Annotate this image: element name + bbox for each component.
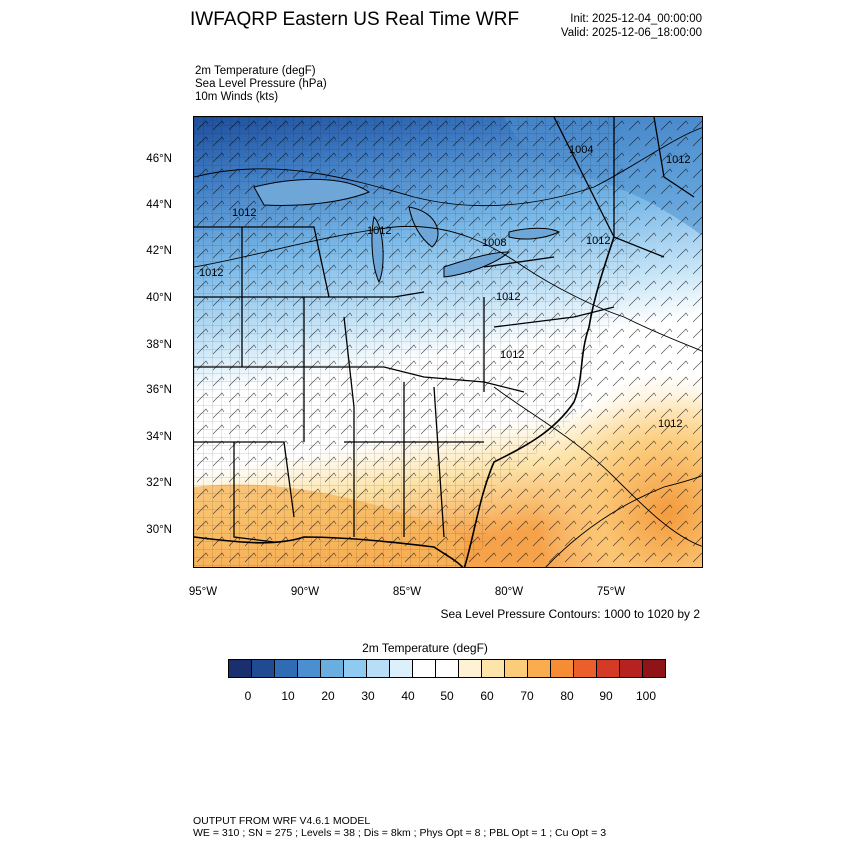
colorbar-segment [436, 660, 459, 677]
pressure-label: 1012 [199, 267, 223, 279]
colorbar-segment [505, 660, 528, 677]
init-time: Init: 2025-12-04_00:00:00 [570, 13, 702, 25]
field-winds: 10m Winds (kts) [195, 91, 279, 103]
colorbar-segment [528, 660, 551, 677]
colorbar-segment [252, 660, 275, 677]
colorbar-segment [459, 660, 482, 677]
colorbar [228, 659, 666, 678]
colorbar-segment [229, 660, 252, 677]
colorbar-segment [298, 660, 321, 677]
colorbar-label: 50 [440, 689, 454, 703]
colorbar-label: 70 [520, 689, 534, 703]
model-config: WE = 310 ; SN = 275 ; Levels = 38 ; Dis … [193, 827, 607, 839]
lat-label: 46°N [146, 153, 172, 165]
pressure-label: 1012 [658, 418, 682, 430]
colorbar-segment [643, 660, 665, 677]
contour-note: Sea Level Pressure Contours: 1000 to 102… [440, 607, 701, 621]
pressure-label: 1004 [569, 144, 593, 156]
pressure-label: 1012 [496, 291, 520, 303]
lon-label: 80°W [494, 586, 524, 598]
lake-superior [253, 178, 371, 206]
pressure-contours [194, 127, 702, 567]
gulf-coastline [194, 536, 464, 567]
colorbar-label: 60 [480, 689, 494, 703]
pressure-label: 1012 [666, 154, 690, 166]
colorbar-segment [551, 660, 574, 677]
weather-map: 1004 1012 1012 1012 1008 1012 1012 1012 … [194, 117, 702, 567]
map-panel: 1004 1012 1012 1012 1008 1012 1012 1012 … [193, 116, 703, 568]
colorbar-segment [620, 660, 643, 677]
valid-time: Valid: 2025-12-06_18:00:00 [560, 27, 702, 39]
lat-label: 32°N [146, 477, 172, 489]
pressure-label: 1012 [586, 235, 610, 247]
pressure-label: 1008 [482, 237, 506, 249]
lake-michigan [371, 215, 384, 284]
lat-label: 34°N [146, 431, 172, 443]
model-info: OUTPUT FROM WRF V4.6.1 MODEL [193, 815, 371, 827]
lon-label: 75°W [596, 586, 626, 598]
colorbar-label: 0 [244, 689, 252, 703]
lat-label: 44°N [146, 199, 172, 211]
colorbar-segment [344, 660, 367, 677]
lat-label: 30°N [146, 524, 172, 536]
colorbar-label: 20 [321, 689, 335, 703]
colorbar-segment [413, 660, 436, 677]
pressure-labels: 1004 1012 1012 1012 1008 1012 1012 1012 … [199, 144, 690, 430]
lat-label: 36°N [146, 384, 172, 396]
colorbar-segment [321, 660, 344, 677]
pressure-label: 1012 [232, 207, 256, 219]
colorbar-segment [390, 660, 413, 677]
lat-label: 40°N [146, 292, 172, 304]
colorbar-label: 30 [361, 689, 375, 703]
lon-label: 95°W [188, 586, 218, 598]
colorbar-label: 40 [401, 689, 415, 703]
colorbar-label: 10 [281, 689, 295, 703]
field-pressure: Sea Level Pressure (hPa) [195, 78, 327, 90]
colorbar-label: 100 [635, 689, 657, 703]
lat-label: 42°N [146, 245, 172, 257]
colorbar-segment [367, 660, 390, 677]
colorbar-segment [482, 660, 505, 677]
lake-erie [443, 251, 511, 278]
colorbar-label: 80 [560, 689, 574, 703]
colorbar-segment [574, 660, 597, 677]
colorbar-segment [597, 660, 620, 677]
colorbar-title: 2m Temperature (degF) [362, 641, 488, 655]
pressure-label: 1012 [367, 225, 391, 237]
lon-label: 85°W [392, 586, 422, 598]
field-temperature: 2m Temperature (degF) [195, 65, 316, 77]
colorbar-segment [275, 660, 298, 677]
atlantic-coastline [463, 236, 615, 567]
colorbar-label: 90 [599, 689, 613, 703]
lon-label: 90°W [290, 586, 320, 598]
lat-label: 38°N [146, 339, 172, 351]
pressure-label: 1012 [500, 349, 524, 361]
plot-title: IWFAQRP Eastern US Real Time WRF [190, 9, 520, 30]
lake-ontario [508, 227, 561, 240]
